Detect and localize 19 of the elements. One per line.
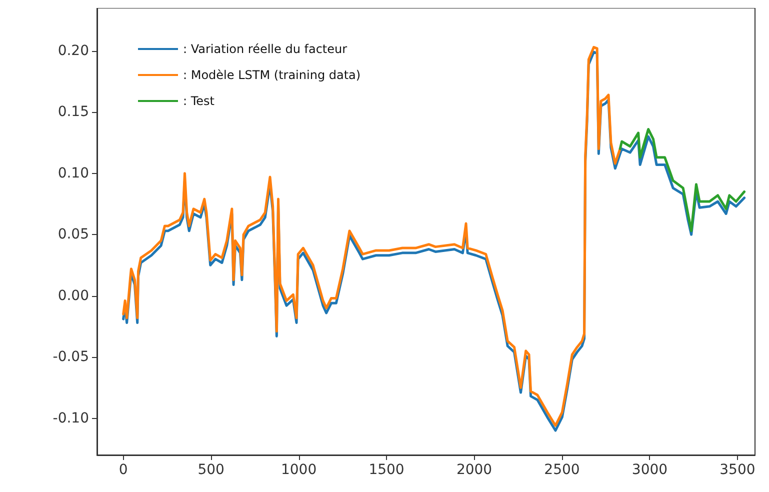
- x-tick-label: 2500: [544, 462, 580, 478]
- y-tick-label: 0.20: [58, 42, 89, 59]
- legend-label: : Test: [183, 94, 215, 108]
- y-tick-label: -0.10: [52, 410, 89, 426]
- x-tick-label: 2000: [456, 462, 492, 478]
- x-tick-label: 3500: [720, 462, 756, 478]
- y-tick-label: 0.05: [58, 226, 89, 243]
- y-tick-label: 0.10: [58, 165, 89, 182]
- x-tick-label: 1500: [368, 462, 404, 478]
- x-tick-label: 0: [118, 462, 128, 478]
- x-tick-label: 1000: [280, 462, 317, 478]
- y-tick-label: -0.05: [52, 349, 89, 366]
- y-tick-label: 0.15: [58, 104, 89, 120]
- legend-label: : Variation réelle du facteur: [183, 42, 348, 56]
- y-tick-label: 0.00: [58, 288, 89, 304]
- line-series: [618, 128, 746, 232]
- x-tick-label: 3000: [632, 462, 668, 478]
- legend-label: : Modèle LSTM (training data): [183, 68, 361, 82]
- x-tick-label: 500: [198, 462, 224, 478]
